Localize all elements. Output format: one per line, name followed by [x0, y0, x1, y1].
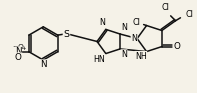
Text: +: +	[21, 46, 26, 51]
Text: N: N	[121, 23, 127, 32]
Text: N: N	[15, 47, 21, 56]
Text: O: O	[15, 53, 21, 62]
Text: N: N	[40, 60, 46, 69]
Text: Cl: Cl	[133, 18, 141, 27]
Text: HN: HN	[93, 54, 105, 64]
Text: O: O	[174, 42, 180, 51]
Text: −O: −O	[12, 44, 24, 50]
Text: N: N	[131, 34, 137, 43]
Text: NH: NH	[135, 52, 147, 61]
Text: Cl: Cl	[185, 10, 193, 19]
Text: N: N	[99, 18, 105, 27]
Text: N: N	[121, 50, 127, 59]
Text: S: S	[63, 30, 70, 39]
Text: Cl: Cl	[162, 3, 170, 12]
